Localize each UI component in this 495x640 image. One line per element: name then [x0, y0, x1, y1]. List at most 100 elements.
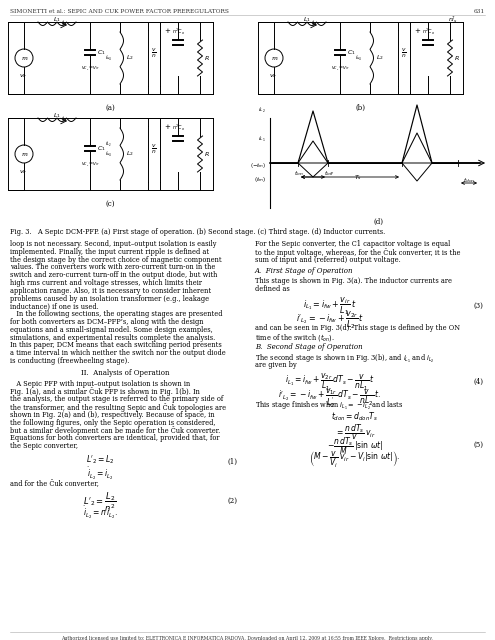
Text: m: m: [21, 56, 27, 61]
Text: $- \dfrac{n\,dT_s}{M}\,|\sin\,\omega t|$: $- \dfrac{n\,dT_s}{M}\,|\sin\,\omega t|$: [327, 436, 383, 458]
Text: defined as: defined as: [255, 285, 290, 293]
Text: $i_{L_1}$: $i_{L_1}$: [311, 18, 319, 28]
Text: $(i_{lm})$: $(i_{lm})$: [254, 175, 266, 184]
Text: (2): (2): [228, 497, 238, 504]
Text: $\dot{i}_{L_2} = n\,i_{L_2}.$: $\dot{i}_{L_2} = n\,i_{L_2}.$: [83, 504, 117, 521]
Text: $R$: $R$: [454, 54, 460, 62]
Text: the following figures, only the Sepic operation is considered,: the following figures, only the Sepic op…: [10, 419, 215, 427]
Text: $= \dfrac{n\,dT_s}{v}\,v_{ir}$: $= \dfrac{n\,dT_s}{v}\,v_{ir}$: [335, 422, 375, 442]
Text: $i'_{L_2} = -i_{fw} + \dfrac{v_{1r}}{L_2^{'}}\,dT_s - \dfrac{v}{nL_2}\,t.$: $i'_{L_2} = -i_{fw} + \dfrac{v_{1r}}{L_2…: [279, 386, 382, 410]
Text: $\frac{v}{n}$: $\frac{v}{n}$: [151, 142, 157, 156]
Text: Fig. 1(a), and a similar Čuk PFP is shown in Fig. 1(b). In: Fig. 1(a), and a similar Čuk PFP is show…: [10, 387, 200, 396]
Text: a time interval in which neither the switch nor the output diode: a time interval in which neither the swi…: [10, 349, 226, 357]
Text: the design stage by the correct choice of magnetic component: the design stage by the correct choice o…: [10, 255, 222, 264]
Text: $i_{u_4}$: $i_{u_4}$: [105, 149, 112, 159]
Text: $n^2C_o$: $n^2C_o$: [171, 27, 185, 37]
Text: inductance) if one is used.: inductance) if one is used.: [10, 303, 99, 310]
Text: but a similar development can be made for the Čuk converter.: but a similar development can be made fo…: [10, 426, 220, 435]
Text: m: m: [21, 152, 27, 157]
Text: (b): (b): [355, 104, 365, 112]
Text: $L'_2 = \dfrac{L_2}{n^2}$: $L'_2 = \dfrac{L_2}{n^2}$: [83, 491, 117, 514]
Text: $i_{u_4}$: $i_{u_4}$: [355, 53, 362, 63]
Text: $v_{C_1}\!=\!v_{ir}$: $v_{C_1}\!=\!v_{ir}$: [81, 64, 99, 72]
Text: $L_1$: $L_1$: [53, 111, 61, 120]
Text: $C_1$: $C_1$: [97, 144, 106, 153]
Text: equations and a small-signal model. Some design examples,: equations and a small-signal model. Some…: [10, 326, 213, 334]
Text: (4): (4): [473, 378, 483, 386]
Text: Authorized licensed use limited to: ELETTRONICA E INFORMATICA PADOVA. Downloaded: Authorized licensed use limited to: ELET…: [61, 636, 433, 640]
Text: the Sepic converter,: the Sepic converter,: [10, 442, 78, 450]
Text: +: +: [164, 124, 170, 130]
Text: $n\hat{i}_s$: $n\hat{i}_s$: [448, 14, 458, 25]
Text: high rms current and voltage stresses, which limits their: high rms current and voltage stresses, w…: [10, 279, 202, 287]
Text: (3): (3): [473, 302, 483, 310]
Text: $v_{ir}$: $v_{ir}$: [18, 72, 28, 80]
Text: $L_1$: $L_1$: [303, 15, 311, 24]
Text: $v_{C_1}\!=\!v_{ir}$: $v_{C_1}\!=\!v_{ir}$: [81, 160, 99, 168]
Text: to the input voltage, whereas, for the Čuk converter, it is the: to the input voltage, whereas, for the Č…: [255, 248, 460, 257]
Text: $t_{off}$: $t_{off}$: [324, 169, 335, 178]
Text: are given by: are given by: [255, 361, 297, 369]
Text: Equations for both converters are identical, provided that, for: Equations for both converters are identi…: [10, 434, 219, 442]
Text: simulations, and experimental results complete the analysis.: simulations, and experimental results co…: [10, 333, 215, 342]
Text: $i_{L_1}$: $i_{L_1}$: [258, 134, 266, 144]
Text: $C_1$: $C_1$: [97, 48, 106, 57]
Text: (5): (5): [473, 440, 483, 449]
Text: implemented. Finally, the input current ripple is defined at: implemented. Finally, the input current …: [10, 248, 209, 256]
Text: $\frac{v}{n}$: $\frac{v}{n}$: [401, 46, 407, 60]
Text: The second stage is shown in Fig. 3(b), and $i_{L_1}$ and $i_{L_2}$: The second stage is shown in Fig. 3(b), …: [255, 353, 435, 365]
Text: is conducting (freewheeling stage).: is conducting (freewheeling stage).: [10, 357, 129, 365]
Text: switch and zero-current turn-off in the output diode, but with: switch and zero-current turn-off in the …: [10, 271, 217, 279]
Text: B.  Second Stage of Operation: B. Second Stage of Operation: [255, 344, 363, 351]
Text: $L_2$: $L_2$: [376, 54, 384, 63]
Text: shown in Fig. 2(a) and (b), respectively. Because of space, in: shown in Fig. 2(a) and (b), respectively…: [10, 411, 215, 419]
Text: problems caused by an isolation transformer (e.g., leakage: problems caused by an isolation transfor…: [10, 294, 209, 303]
Text: the transformer, and the resulting Sepic and Čuk topologies are: the transformer, and the resulting Sepic…: [10, 403, 226, 412]
Text: A.  First Stage of Operation: A. First Stage of Operation: [255, 268, 353, 275]
Text: $v_{ir}$: $v_{ir}$: [268, 72, 278, 80]
Text: +: +: [164, 28, 170, 34]
Text: m: m: [271, 56, 277, 61]
Text: In the following sections, the operating stages are presented: In the following sections, the operating…: [10, 310, 222, 318]
Text: time of the switch $(t_{on})$.: time of the switch $(t_{on})$.: [255, 332, 335, 342]
Text: (d): (d): [374, 218, 384, 226]
Text: This stage finishes when $i_{L_1} = -i_{L_2}$ and lasts: This stage finishes when $i_{L_1} = -i_{…: [255, 400, 403, 412]
Text: sum of input and (referred) output voltage.: sum of input and (referred) output volta…: [255, 255, 401, 264]
Text: $v_{C_1}\!=\!v_{ir}$: $v_{C_1}\!=\!v_{ir}$: [331, 64, 349, 72]
Text: 631: 631: [474, 9, 485, 14]
Text: values. The converters work with zero-current turn-on in the: values. The converters work with zero-cu…: [10, 264, 215, 271]
Text: $\left(M - \dfrac{v}{V_i}\;v_{ir} - V_i|\sin\,\omega t|\right).$: $\left(M - \dfrac{v}{V_i}\;v_{ir} - V_i|…: [309, 449, 400, 468]
Text: (a): (a): [105, 104, 115, 112]
Text: Fig. 3.   A Sepic DCM-PFP. (a) First stage of operation. (b) Second stage. (c) T: Fig. 3. A Sepic DCM-PFP. (a) First stage…: [10, 228, 385, 236]
Text: $i_{L_1} = i_{fw} + \dfrac{v_{2r}}{L_1}\,dT_s - \dfrac{v}{nL_1}\,t$: $i_{L_1} = i_{fw} + \dfrac{v_{2r}}{L_1}\…: [285, 372, 375, 393]
Text: SIMONETTI et al.: SEPIC AND CUK POWER FACTOR PREREGULATORS: SIMONETTI et al.: SEPIC AND CUK POWER FA…: [10, 9, 229, 14]
Text: $L_2$: $L_2$: [126, 54, 134, 63]
Text: loop is not necessary. Second, input–output isolation is easily: loop is not necessary. Second, input–out…: [10, 240, 216, 248]
Text: (1): (1): [228, 458, 238, 466]
Text: $t_{on}$: $t_{on}$: [294, 169, 304, 178]
Text: +: +: [414, 28, 420, 34]
Text: $n^2C_o$: $n^2C_o$: [171, 123, 185, 133]
Text: $i'_{L_2} = -i_{fw} + \dfrac{v_{2r}}{L_2}\,t$: $i'_{L_2} = -i_{fw} + \dfrac{v_{2r}}{L_2…: [296, 310, 364, 332]
Text: $i_{L_2}$: $i_{L_2}$: [105, 140, 112, 148]
Text: $(-i_{lm})$: $(-i_{lm})$: [249, 161, 266, 170]
Text: $i_{L_1}$: $i_{L_1}$: [61, 18, 69, 28]
Text: $i_{u_4}$: $i_{u_4}$: [105, 53, 112, 63]
Text: $\frac{v}{n}$: $\frac{v}{n}$: [151, 46, 157, 60]
Text: $R$: $R$: [204, 54, 210, 62]
Text: $i_{L_1} = i_{fw} + \dfrac{v_{ir}}{L_1}\,t$: $i_{L_1} = i_{fw} + \dfrac{v_{ir}}{L_1}\…: [303, 296, 357, 317]
Text: $t_{don} = d_{don}T_s$: $t_{don} = d_{don}T_s$: [332, 411, 379, 423]
Text: $i_{L_1}$: $i_{L_1}$: [61, 114, 69, 124]
Text: $L'_2 = L_2$: $L'_2 = L_2$: [86, 454, 114, 467]
Text: $t_{don}$: $t_{don}$: [463, 176, 475, 185]
Text: and can be seen in Fig. 3(d). This stage is defined by the ON: and can be seen in Fig. 3(d). This stage…: [255, 324, 460, 332]
Text: application range. Also, it is necessary to consider inherent: application range. Also, it is necessary…: [10, 287, 211, 295]
Text: $\dot{i}_{L_2} = i_{L_2}$: $\dot{i}_{L_2} = i_{L_2}$: [87, 466, 113, 482]
Text: $i_{L_2}$: $i_{L_2}$: [258, 105, 266, 115]
Text: II.  Analysis of Operation: II. Analysis of Operation: [81, 369, 169, 377]
Text: the analysis, the output stage is referred to the primary side of: the analysis, the output stage is referr…: [10, 396, 223, 403]
Text: A Sepic PFP with input–output isolation is shown in: A Sepic PFP with input–output isolation …: [10, 380, 190, 388]
Text: $L_1$: $L_1$: [53, 15, 61, 24]
Text: for both converters as DCM–PFP’s, along with the design: for both converters as DCM–PFP’s, along …: [10, 318, 203, 326]
Text: This stage is shown in Fig. 3(a). The inductor currents are: This stage is shown in Fig. 3(a). The in…: [255, 277, 452, 285]
